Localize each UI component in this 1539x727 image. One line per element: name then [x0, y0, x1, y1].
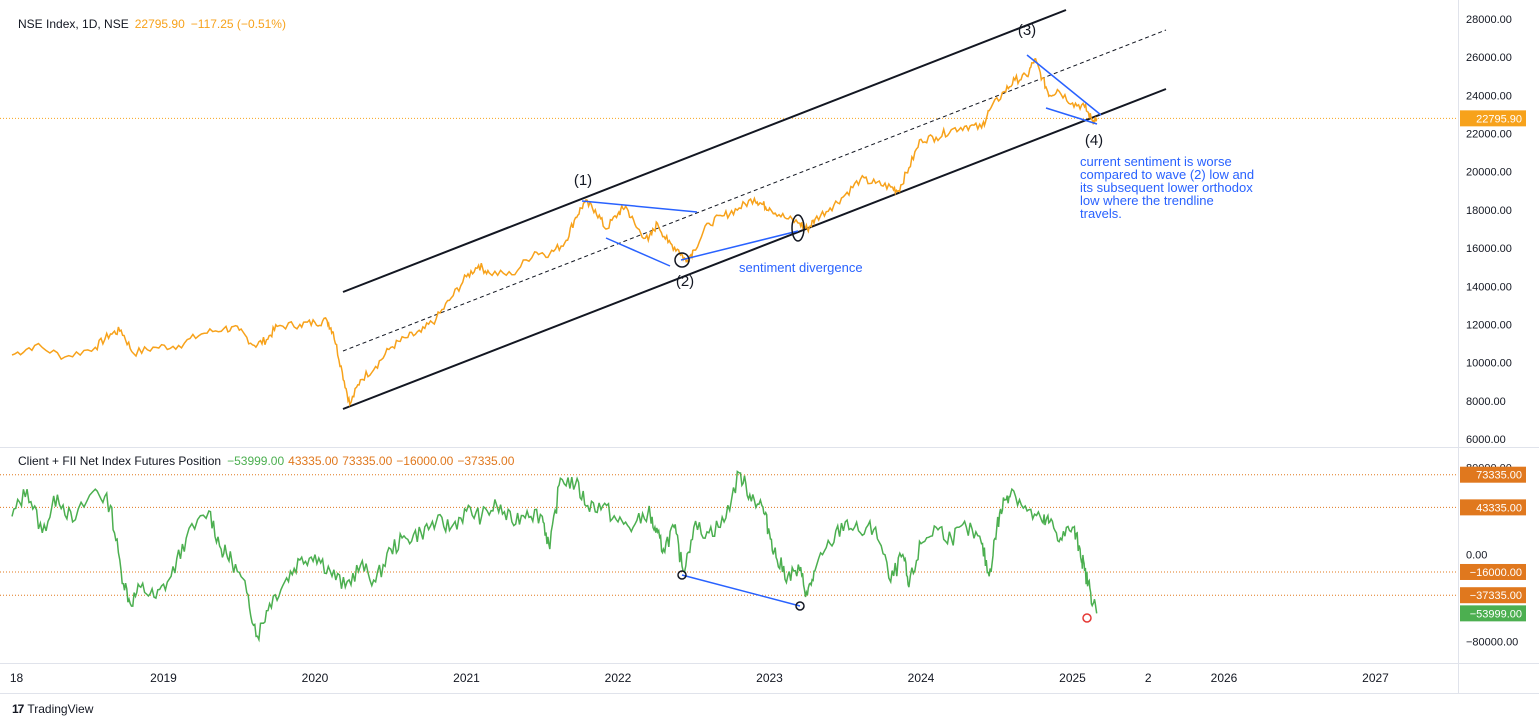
- price-series-line[interactable]: [11, 57, 1098, 407]
- price-y-tick-label: 14000.00: [1466, 281, 1512, 293]
- osc-badge-bg: [1460, 605, 1526, 622]
- price-y-tick-label: 6000.00: [1466, 434, 1506, 446]
- osc-badge-label: 73335.00: [1476, 470, 1522, 482]
- price-y-tick-label: 26000.00: [1466, 52, 1512, 64]
- x-tick-label: 2019: [150, 671, 177, 685]
- divergence-osc-line[interactable]: [681, 574, 801, 607]
- tradingview-brand-text: TradingView: [27, 702, 94, 716]
- osc-y-tick-label: 0.00: [1466, 550, 1487, 562]
- wave-2-label[interactable]: (2): [676, 273, 694, 290]
- osc-legend-title: Client + FII Net Index Futures Position: [18, 454, 222, 468]
- osc-current-marker[interactable]: [1082, 613, 1092, 623]
- osc-badge-label: 43335.00: [1476, 502, 1522, 514]
- tradingview-brand[interactable]: 17 TradingView: [12, 702, 93, 716]
- osc-series-line[interactable]: [11, 470, 1098, 643]
- x-tick-label: 2026: [1211, 671, 1238, 685]
- osc-badge-label: −16000.00: [1470, 567, 1522, 579]
- price-axis-badges: 22795.90 73335.00 43335.00 −16000.00 −37335.…: [1460, 110, 1526, 622]
- price-y-tick-label: 16000.00: [1466, 243, 1512, 255]
- price-y-tick-label: 8000.00: [1466, 396, 1506, 408]
- price-badge-bg: [1460, 110, 1526, 127]
- price-y-tick-label: 22000.00: [1466, 129, 1512, 141]
- osc-legend[interactable]: Client + FII Net Index Futures Position −…: [18, 454, 518, 468]
- osc-wave2-marker[interactable]: [677, 570, 687, 580]
- osc-legend-v1: −53999.00: [227, 454, 285, 468]
- channel-mid-dashed-line[interactable]: [342, 29, 1167, 352]
- price-y-tick-label: 24000.00: [1466, 90, 1512, 102]
- price-legend[interactable]: NSE Index, 1D, NSE 22795.90 −117.25 (−0.51…: [18, 17, 292, 31]
- note-line: travels.: [1080, 206, 1122, 221]
- sentiment-note[interactable]: current sentiment is worse compared to w…: [1080, 155, 1254, 220]
- price-y-tick-label: 12000.00: [1466, 319, 1512, 331]
- osc-legend-v4: −16000.00: [396, 454, 454, 468]
- x-tick-label: 2023: [756, 671, 783, 685]
- x-tick-label: 2025: [1059, 671, 1086, 685]
- osc-badge-bg: [1460, 587, 1526, 604]
- osc-badge-bg: [1460, 466, 1526, 483]
- wave-3-label[interactable]: (3): [1018, 22, 1036, 39]
- osc-trendline-marker[interactable]: [795, 601, 805, 611]
- sentiment-divergence-label[interactable]: sentiment divergence: [739, 260, 863, 275]
- x-tick-label: 2022: [605, 671, 632, 685]
- triangle-upper-line[interactable]: [581, 200, 698, 213]
- note-line: its subsequent lower orthodox: [1080, 180, 1253, 195]
- price-legend-change: −117.25 (−0.51%): [190, 17, 286, 31]
- triangle-lower-line[interactable]: [605, 237, 671, 267]
- x-tick-label: 2: [1145, 671, 1152, 685]
- price-badge-label: 22795.90: [1476, 113, 1522, 125]
- wave-1-label[interactable]: (1): [574, 172, 592, 189]
- osc-pane: [0, 448, 1458, 663]
- x-tick-label: 2027: [1362, 671, 1389, 685]
- channel-lower-line[interactable]: [342, 88, 1167, 410]
- tradingview-logo-icon: 17: [12, 702, 24, 716]
- x-tick-label: 18: [10, 671, 24, 685]
- osc-level-lines: [0, 474, 1458, 596]
- x-tick-label: 2020: [302, 671, 329, 685]
- wedge-lower-line[interactable]: [1045, 107, 1098, 125]
- osc-badge-label: −53999.00: [1470, 608, 1522, 620]
- price-y-tick-label: 18000.00: [1466, 205, 1512, 217]
- price-y-axis[interactable]: 28000.00 26000.00 24000.00 22000.00 20000.00…: [1466, 14, 1512, 446]
- x-tick-label: 2021: [453, 671, 480, 685]
- channel-upper-line[interactable]: [342, 9, 1067, 293]
- osc-badge-label: −37335.00: [1470, 590, 1522, 602]
- time-x-axis[interactable]: 18 2019 2020 2021 2022 2023 2024 2025 2 2026 2027: [10, 671, 1389, 685]
- note-line: compared to wave (2) low and: [1080, 167, 1255, 182]
- wedge-upper-line[interactable]: [1026, 54, 1102, 116]
- wave-4-label[interactable]: (4): [1085, 132, 1103, 149]
- osc-legend-v5: −37335.00: [457, 454, 515, 468]
- price-y-tick-label: 28000.00: [1466, 14, 1512, 26]
- price-y-tick-label: 20000.00: [1466, 167, 1512, 179]
- divergence-price-line[interactable]: [680, 230, 799, 261]
- wave2-low-marker[interactable]: [674, 252, 690, 268]
- osc-badge-bg: [1460, 499, 1526, 516]
- note-line: low where the trendline: [1080, 193, 1214, 208]
- osc-legend-v2: 43335.00: [288, 454, 339, 468]
- price-legend-last: 22795.90: [134, 17, 185, 31]
- price-legend-symbol: NSE Index, 1D, NSE: [18, 17, 129, 31]
- note-line: current sentiment is worse: [1080, 154, 1232, 169]
- trendline-low-marker[interactable]: [791, 214, 805, 242]
- osc-y-tick-label: −80000.00: [1466, 637, 1518, 649]
- osc-badge-bg: [1460, 563, 1526, 580]
- price-pane: [0, 0, 1458, 447]
- x-tick-label: 2024: [908, 671, 935, 685]
- price-y-tick-label: 10000.00: [1466, 358, 1512, 370]
- osc-legend-v3: 73335.00: [342, 454, 393, 468]
